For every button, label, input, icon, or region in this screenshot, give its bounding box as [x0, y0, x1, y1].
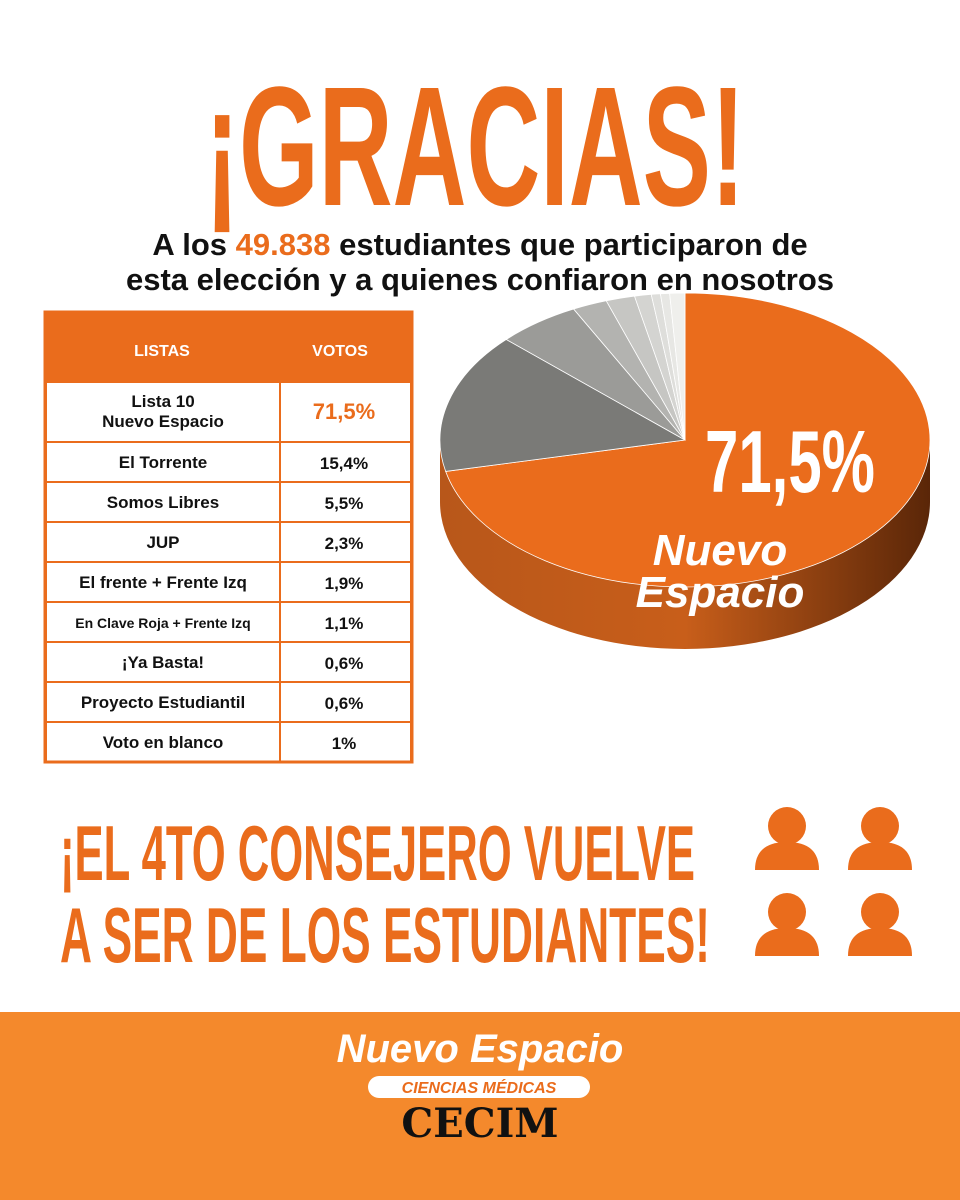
table-cell	[45, 641, 281, 683]
row-votes: 5,5%	[325, 494, 364, 513]
headline: ¡EL 4TO CONSEJERO VUELVE A SER DE LOS ES…	[60, 809, 710, 979]
row-name: JUP	[146, 533, 179, 552]
slice-name: Espacio	[636, 568, 805, 617]
row-votes: 0,6%	[325, 654, 364, 673]
table-cell	[45, 481, 281, 523]
subtitle-part: estudiantes que participaron de	[330, 227, 807, 262]
subtitle-part: esta elección y a quienes confiaron en n…	[126, 262, 834, 297]
tagline-pill	[368, 1076, 590, 1098]
column-header: LISTAS	[134, 343, 190, 360]
row-name: El Torrente	[119, 453, 207, 472]
row-name: En Clave Roja + Frente Izq	[75, 615, 250, 631]
row-votes: 1%	[332, 734, 357, 753]
row-votes: 2,3%	[325, 534, 364, 553]
subtitle-part: A los	[152, 227, 235, 262]
table-header	[45, 312, 412, 382]
row-name: El frente + Frente Izq	[79, 573, 247, 592]
table-cell	[279, 521, 412, 563]
pie-slice	[439, 338, 687, 472]
footer-org: CECIM	[401, 1100, 558, 1147]
row-votes: 1,9%	[325, 574, 364, 593]
person-icon	[755, 893, 819, 956]
table-cell	[279, 721, 412, 763]
table-cell	[279, 641, 412, 683]
pie-slice	[669, 292, 686, 441]
row-name: ¡Ya Basta!	[122, 653, 204, 672]
footer	[0, 1012, 960, 1200]
row-name: Voto en blanco	[103, 733, 224, 752]
headline-line: A SER DE LOS ESTUDIANTES!	[60, 891, 710, 979]
row-name: Lista 10	[131, 392, 194, 411]
table-cell	[279, 601, 412, 643]
person-icons	[755, 807, 912, 956]
footer-brand: Nuevo Espacio	[337, 1027, 624, 1071]
table-cell	[279, 481, 412, 523]
row-votes: 15,4%	[320, 454, 368, 473]
row-votes: 71,5%	[313, 399, 375, 424]
subtitle: esta elección y a quienes confiaron en n…	[126, 262, 834, 297]
headline-line: ¡EL 4TO CONSEJERO VUELVE	[60, 809, 695, 897]
row-votes: 0,6%	[325, 694, 364, 713]
person-icon	[848, 893, 912, 956]
slice-label: 71,5%	[705, 412, 875, 511]
title: ¡GRACIAS!	[205, 52, 745, 242]
subtitle: A los 49.838 estudiantes que participaro…	[152, 227, 807, 262]
footer-tagline: CIENCIAS MÉDICAS	[402, 1078, 557, 1097]
row-name: Nuevo Espacio	[102, 412, 224, 431]
row-name: Somos Libres	[107, 493, 219, 512]
slice-name: Nuevo	[653, 526, 787, 575]
subtitle-part: 49.838	[236, 227, 331, 262]
column-header: VOTOS	[312, 343, 368, 360]
pie-slice	[445, 292, 931, 588]
table-cell	[279, 561, 412, 603]
table-cell	[45, 721, 281, 763]
row-name: Proyecto Estudiantil	[81, 693, 245, 712]
row-votes: 1,1%	[325, 614, 364, 633]
person-icon	[755, 807, 819, 870]
table-cell	[45, 521, 281, 563]
person-icon	[848, 807, 912, 870]
table-border	[43, 310, 414, 764]
